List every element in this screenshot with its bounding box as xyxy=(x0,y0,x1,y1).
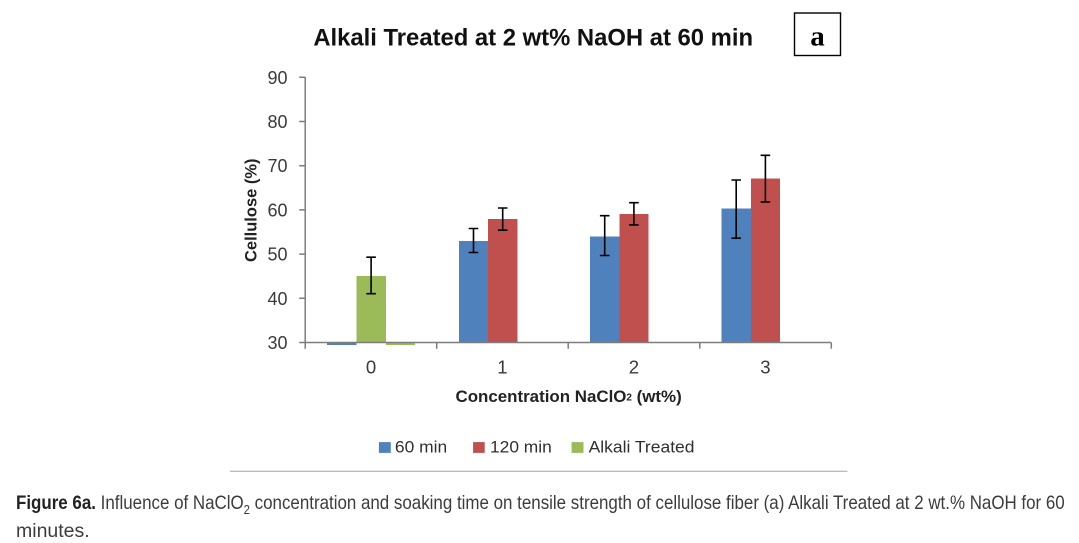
svg-text:120 min: 120 min xyxy=(490,439,552,457)
svg-text:2: 2 xyxy=(629,357,639,378)
svg-text:1: 1 xyxy=(497,357,507,378)
svg-text:90: 90 xyxy=(267,68,287,88)
svg-text:3: 3 xyxy=(760,357,770,378)
svg-text:80: 80 xyxy=(267,112,287,132)
svg-text:30: 30 xyxy=(267,333,287,353)
svg-text:a: a xyxy=(810,21,825,53)
svg-text:50: 50 xyxy=(267,245,287,265)
svg-text:0: 0 xyxy=(366,357,376,378)
svg-text:Alkali Treated: Alkali Treated xyxy=(589,439,695,457)
svg-text:60: 60 xyxy=(267,200,287,220)
svg-text:Concentration NaClO2 (wt%): Concentration NaClO2 (wt%) xyxy=(456,387,682,406)
svg-text:60 min: 60 min xyxy=(395,439,447,457)
svg-text:40: 40 xyxy=(267,289,287,309)
svg-text:Alkali Treated at 2 wt% NaOH a: Alkali Treated at 2 wt% NaOH at 60 min xyxy=(313,24,753,51)
svg-text:Cellulose (%): Cellulose (%) xyxy=(243,159,261,263)
svg-text:70: 70 xyxy=(267,156,287,176)
